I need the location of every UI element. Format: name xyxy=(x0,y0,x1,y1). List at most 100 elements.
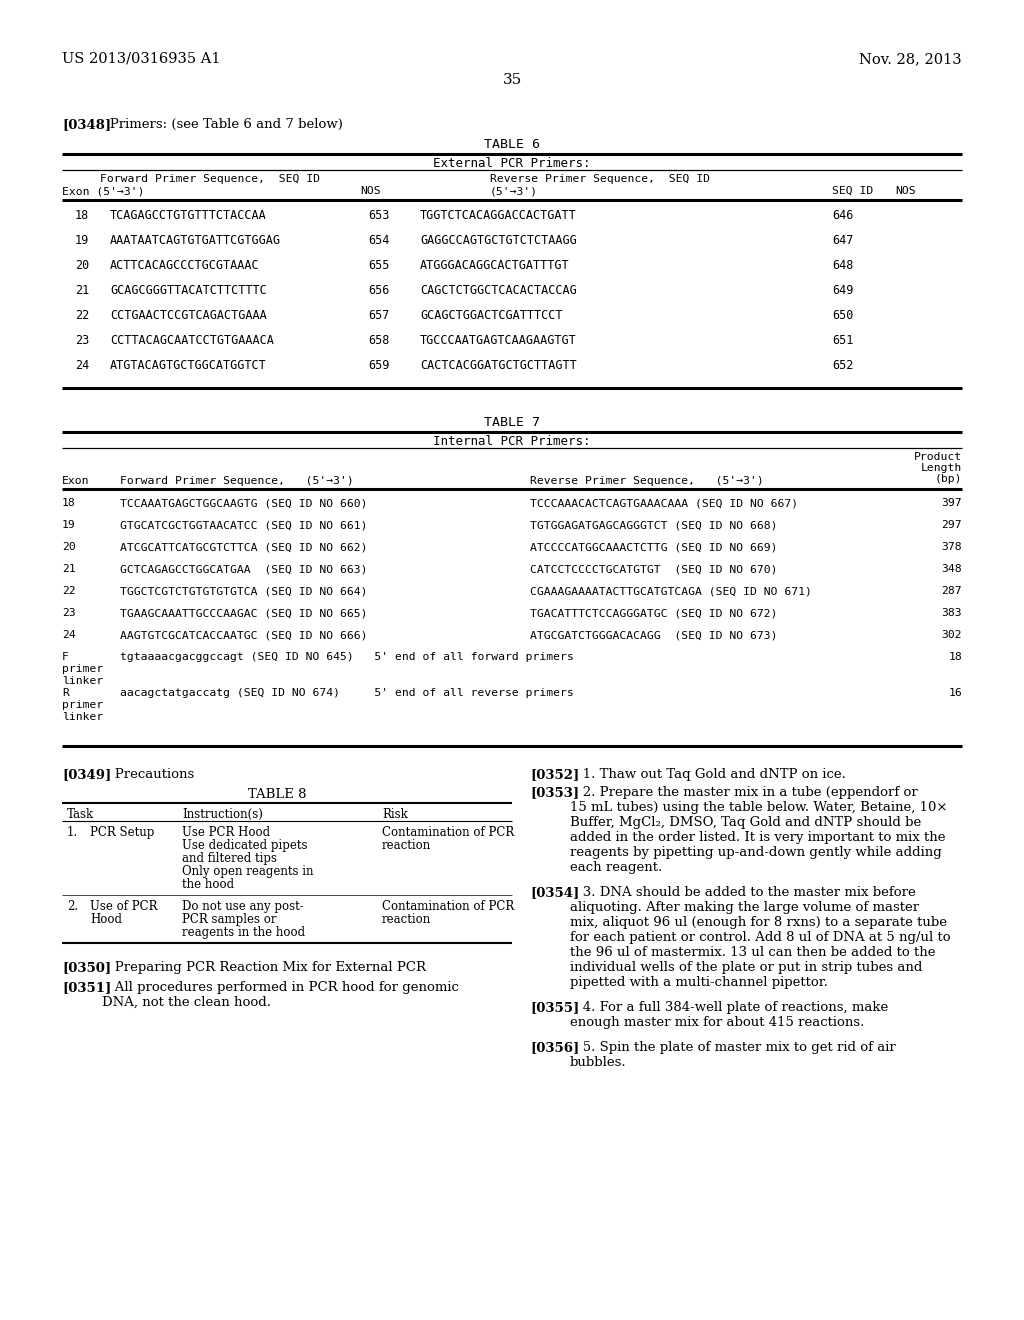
Text: individual wells of the plate or put in strip tubes and: individual wells of the plate or put in … xyxy=(570,961,923,974)
Text: All procedures performed in PCR hood for genomic: All procedures performed in PCR hood for… xyxy=(102,981,459,994)
Text: reagents in the hood: reagents in the hood xyxy=(182,927,305,939)
Text: Instruction(s): Instruction(s) xyxy=(182,808,263,821)
Text: Nov. 28, 2013: Nov. 28, 2013 xyxy=(859,51,962,66)
Text: Internal PCR Primers:: Internal PCR Primers: xyxy=(433,436,591,447)
Text: TABLE 8: TABLE 8 xyxy=(248,788,306,801)
Text: NOS: NOS xyxy=(360,186,381,195)
Text: 297: 297 xyxy=(941,520,962,531)
Text: 287: 287 xyxy=(941,586,962,597)
Text: F: F xyxy=(62,652,69,663)
Text: CAGCTCTGGCTCACACTACCAG: CAGCTCTGGCTCACACTACCAG xyxy=(420,284,577,297)
Text: 657: 657 xyxy=(368,309,389,322)
Text: Forward Primer Sequence,  SEQ ID: Forward Primer Sequence, SEQ ID xyxy=(100,174,319,183)
Text: 656: 656 xyxy=(368,284,389,297)
Text: Risk: Risk xyxy=(382,808,408,821)
Text: GCAGCGGGTTACATCTTCTTTC: GCAGCGGGTTACATCTTCTTTC xyxy=(110,284,266,297)
Text: Length: Length xyxy=(921,463,962,473)
Text: TGAAGCAAATTGCCCAAGAC (SEQ ID NO 665): TGAAGCAAATTGCCCAAGAC (SEQ ID NO 665) xyxy=(120,609,368,618)
Text: AAATAATCAGTGTGATTCGTGGAG: AAATAATCAGTGTGATTCGTGGAG xyxy=(110,234,281,247)
Text: ATCGCATTCATGCGTCTTCA (SEQ ID NO 662): ATCGCATTCATGCGTCTTCA (SEQ ID NO 662) xyxy=(120,543,368,552)
Text: 19: 19 xyxy=(75,234,89,247)
Text: [0354]: [0354] xyxy=(530,886,580,899)
Text: Exon (5'→3'): Exon (5'→3') xyxy=(62,186,144,195)
Text: and filtered tips: and filtered tips xyxy=(182,851,278,865)
Text: 651: 651 xyxy=(831,334,853,347)
Text: (bp): (bp) xyxy=(935,474,962,484)
Text: 648: 648 xyxy=(831,259,853,272)
Text: 23: 23 xyxy=(75,334,89,347)
Text: 21: 21 xyxy=(75,284,89,297)
Text: 5. Spin the plate of master mix to get rid of air: 5. Spin the plate of master mix to get r… xyxy=(570,1041,896,1053)
Text: 24: 24 xyxy=(75,359,89,372)
Text: Do not use any post-: Do not use any post- xyxy=(182,900,304,913)
Text: 20: 20 xyxy=(62,543,76,552)
Text: TGGCTCGTCTGTGTGTGTCA (SEQ ID NO 664): TGGCTCGTCTGTGTGTGTCA (SEQ ID NO 664) xyxy=(120,586,368,597)
Text: CATCCTCCCCTGCATGTGT  (SEQ ID NO 670): CATCCTCCCCTGCATGTGT (SEQ ID NO 670) xyxy=(530,564,777,574)
Text: Contamination of PCR: Contamination of PCR xyxy=(382,900,514,913)
Text: 348: 348 xyxy=(941,564,962,574)
Text: DNA, not the clean hood.: DNA, not the clean hood. xyxy=(102,997,271,1008)
Text: ATCCCCATGGCAAACTCTTG (SEQ ID NO 669): ATCCCCATGGCAAACTCTTG (SEQ ID NO 669) xyxy=(530,543,777,552)
Text: GCTCAGAGCCTGGCATGAA  (SEQ ID NO 663): GCTCAGAGCCTGGCATGAA (SEQ ID NO 663) xyxy=(120,564,368,574)
Text: enough master mix for about 415 reactions.: enough master mix for about 415 reaction… xyxy=(570,1016,864,1030)
Text: GCAGCTGGACTCGATTTCCT: GCAGCTGGACTCGATTTCCT xyxy=(420,309,562,322)
Text: aliquoting. After making the large volume of master: aliquoting. After making the large volum… xyxy=(570,902,920,913)
Text: 646: 646 xyxy=(831,209,853,222)
Text: 383: 383 xyxy=(941,609,962,618)
Text: 3. DNA should be added to the master mix before: 3. DNA should be added to the master mix… xyxy=(570,886,915,899)
Text: [0353]: [0353] xyxy=(530,785,580,799)
Text: 2.: 2. xyxy=(67,900,78,913)
Text: 19: 19 xyxy=(62,520,76,531)
Text: Exon: Exon xyxy=(62,477,89,486)
Text: 397: 397 xyxy=(941,498,962,508)
Text: ACTTCACAGCCCTGCGTAAAC: ACTTCACAGCCCTGCGTAAAC xyxy=(110,259,260,272)
Text: Buffer, MgCl₂, DMSO, Taq Gold and dNTP should be: Buffer, MgCl₂, DMSO, Taq Gold and dNTP s… xyxy=(570,816,922,829)
Text: ATGTACAGTGCTGGCATGGTCT: ATGTACAGTGCTGGCATGGTCT xyxy=(110,359,266,372)
Text: Task: Task xyxy=(67,808,94,821)
Text: TGCCCAATGAGTCAAGAAGTGT: TGCCCAATGAGTCAAGAAGTGT xyxy=(420,334,577,347)
Text: the hood: the hood xyxy=(182,878,234,891)
Text: 302: 302 xyxy=(941,630,962,640)
Text: Preparing PCR Reaction Mix for External PCR: Preparing PCR Reaction Mix for External … xyxy=(102,961,426,974)
Text: CGAAAGAAAATACTTGCATGTCAGA (SEQ ID NO 671): CGAAAGAAAATACTTGCATGTCAGA (SEQ ID NO 671… xyxy=(530,586,812,597)
Text: Hood: Hood xyxy=(90,913,122,927)
Text: PCR Setup: PCR Setup xyxy=(90,826,155,840)
Text: ATGCGATCTGGGACACAGG  (SEQ ID NO 673): ATGCGATCTGGGACACAGG (SEQ ID NO 673) xyxy=(530,630,777,640)
Text: PCR samples or: PCR samples or xyxy=(182,913,276,927)
Text: 649: 649 xyxy=(831,284,853,297)
Text: linker: linker xyxy=(62,711,103,722)
Text: TCAGAGCCTGTGTTTCTACCAA: TCAGAGCCTGTGTTTCTACCAA xyxy=(110,209,266,222)
Text: SEQ ID: SEQ ID xyxy=(831,186,873,195)
Text: GAGGCCAGTGCTGTCTCTAAGG: GAGGCCAGTGCTGTCTCTAAGG xyxy=(420,234,577,247)
Text: CCTGAACTCCGTCAGACTGAAA: CCTGAACTCCGTCAGACTGAAA xyxy=(110,309,266,322)
Text: reaction: reaction xyxy=(382,913,431,927)
Text: mix, aliquot 96 ul (enough for 8 rxns) to a separate tube: mix, aliquot 96 ul (enough for 8 rxns) t… xyxy=(570,916,947,929)
Text: added in the order listed. It is very important to mix the: added in the order listed. It is very im… xyxy=(570,832,945,843)
Text: [0356]: [0356] xyxy=(530,1041,580,1053)
Text: 2. Prepare the master mix in a tube (eppendorf or: 2. Prepare the master mix in a tube (epp… xyxy=(570,785,918,799)
Text: US 2013/0316935 A1: US 2013/0316935 A1 xyxy=(62,51,220,66)
Text: 1.: 1. xyxy=(67,826,78,840)
Text: [0349]: [0349] xyxy=(62,768,112,781)
Text: 655: 655 xyxy=(368,259,389,272)
Text: reaction: reaction xyxy=(382,840,431,851)
Text: R: R xyxy=(62,688,69,698)
Text: linker: linker xyxy=(62,676,103,686)
Text: (5'→3'): (5'→3') xyxy=(490,186,539,195)
Text: TGACATTTCTCCAGGGATGC (SEQ ID NO 672): TGACATTTCTCCAGGGATGC (SEQ ID NO 672) xyxy=(530,609,777,618)
Text: TGTGGAGATGAGCAGGGTCT (SEQ ID NO 668): TGTGGAGATGAGCAGGGTCT (SEQ ID NO 668) xyxy=(530,520,777,531)
Text: Precautions: Precautions xyxy=(102,768,195,781)
Text: Contamination of PCR: Contamination of PCR xyxy=(382,826,514,840)
Text: 650: 650 xyxy=(831,309,853,322)
Text: [0355]: [0355] xyxy=(530,1001,580,1014)
Text: Forward Primer Sequence,   (5'→3'): Forward Primer Sequence, (5'→3') xyxy=(120,477,353,486)
Text: 35: 35 xyxy=(503,73,521,87)
Text: TCCCAAACACTCAGTGAAACAAA (SEQ ID NO 667): TCCCAAACACTCAGTGAAACAAA (SEQ ID NO 667) xyxy=(530,498,798,508)
Text: 1. Thaw out Taq Gold and dNTP on ice.: 1. Thaw out Taq Gold and dNTP on ice. xyxy=(570,768,846,781)
Text: Product: Product xyxy=(913,451,962,462)
Text: CCTTACAGCAATCCTGTGAAACA: CCTTACAGCAATCCTGTGAAACA xyxy=(110,334,273,347)
Text: AAGTGTCGCATCACCAATGC (SEQ ID NO 666): AAGTGTCGCATCACCAATGC (SEQ ID NO 666) xyxy=(120,630,368,640)
Text: ATGGGACAGGCACTGATTTGT: ATGGGACAGGCACTGATTTGT xyxy=(420,259,569,272)
Text: Only open reagents in: Only open reagents in xyxy=(182,865,313,878)
Text: 21: 21 xyxy=(62,564,76,574)
